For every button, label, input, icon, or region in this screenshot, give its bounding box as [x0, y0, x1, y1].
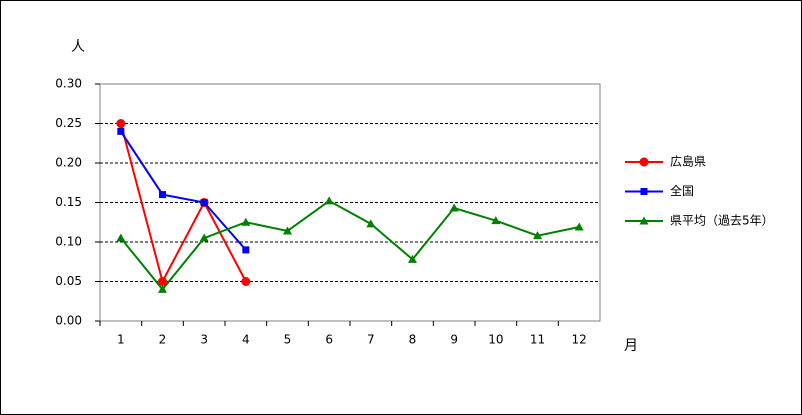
- series-line: [120, 199, 580, 291]
- marker: [324, 196, 334, 205]
- marker: [640, 188, 648, 195]
- x-tick-label: 1: [117, 333, 125, 347]
- legend-label: 広島県: [670, 154, 706, 169]
- marker: [408, 254, 417, 263]
- marker: [158, 284, 167, 293]
- y-tick-label: 0.25: [55, 116, 82, 130]
- marker: [639, 216, 649, 225]
- x-tick-label: 12: [572, 333, 587, 347]
- marker: [116, 119, 126, 128]
- marker: [241, 217, 251, 226]
- y-tick-label: 0.05: [55, 274, 82, 288]
- marker: [242, 246, 250, 254]
- y-tick-label: 0.10: [55, 235, 82, 249]
- legend-label: 全国: [670, 183, 694, 198]
- y-tick-label: 0.15: [55, 195, 82, 209]
- x-tick-label: 6: [325, 333, 333, 347]
- x-axis-label: 月: [624, 338, 638, 354]
- series-line: [119, 130, 247, 251]
- legend-label: 県平均（過去5年）: [670, 214, 774, 228]
- marker: [241, 277, 251, 286]
- series-line: [119, 123, 247, 285]
- x-tick-label: 10: [488, 333, 503, 347]
- marker: [199, 233, 209, 242]
- y-tick-label: 0.20: [55, 156, 82, 170]
- x-tick-label: 3: [200, 333, 208, 347]
- y-tick-label: 0.00: [55, 314, 82, 328]
- marker: [283, 226, 292, 235]
- marker: [639, 157, 649, 167]
- x-tick-label: 2: [159, 333, 167, 347]
- x-tick-label: 11: [530, 333, 545, 347]
- marker: [159, 191, 166, 199]
- x-tick-label: 5: [284, 333, 292, 347]
- marker: [117, 127, 125, 135]
- y-axis-label: 人: [71, 39, 85, 55]
- x-tick-label: 9: [450, 333, 458, 347]
- x-tick-label: 4: [242, 333, 250, 347]
- marker: [366, 219, 376, 228]
- marker: [449, 203, 459, 212]
- marker: [158, 277, 167, 286]
- marker: [533, 231, 542, 240]
- marker: [200, 199, 208, 206]
- marker: [491, 216, 501, 225]
- marker: [574, 222, 584, 231]
- x-tick-label: 8: [409, 333, 417, 347]
- marker: [116, 233, 126, 242]
- y-tick-label: 0.30: [55, 77, 82, 91]
- x-tick-label: 7: [367, 333, 375, 347]
